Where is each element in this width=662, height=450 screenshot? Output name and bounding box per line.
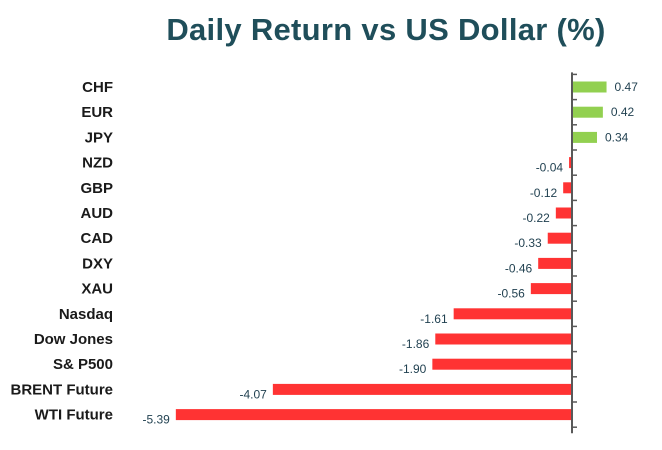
data-label: -0.22: [522, 211, 550, 225]
bar-dow-jones: [435, 333, 572, 345]
data-label: -4.07: [239, 387, 267, 401]
data-label: 0.34: [605, 130, 629, 144]
category-label: DXY: [82, 255, 113, 272]
category-label: EUR: [81, 104, 113, 121]
category-label: Dow Jones: [34, 331, 113, 348]
bar-jpy: [572, 131, 597, 143]
bar-dxy: [538, 257, 572, 269]
data-label: -0.33: [514, 236, 542, 250]
category-label: CAD: [81, 230, 114, 247]
category-label: S& P500: [53, 356, 113, 373]
bar-aud: [555, 207, 572, 219]
bar-nzd: [569, 157, 572, 169]
category-label: CHF: [82, 79, 113, 96]
category-label: BRENT Future: [11, 381, 114, 398]
data-label: -5.39: [142, 413, 170, 427]
bar-wti-future: [175, 409, 572, 421]
bar-s-p500: [432, 358, 572, 370]
bar-brent-future: [272, 383, 572, 395]
data-label: -0.12: [530, 186, 558, 200]
data-label: -1.90: [399, 362, 427, 376]
category-label: WTI Future: [35, 407, 113, 424]
bar-chf: [572, 81, 607, 93]
bar-nasdaq: [453, 308, 572, 320]
data-label: -0.56: [497, 287, 525, 301]
category-label: NZD: [82, 155, 113, 172]
chart-title: Daily Return vs US Dollar (%): [166, 12, 606, 47]
bar-eur: [572, 106, 603, 118]
data-label: -0.04: [536, 161, 564, 175]
category-label: AUD: [81, 205, 114, 222]
bar-gbp: [563, 182, 572, 194]
data-label: -0.46: [505, 261, 533, 275]
bar-xau: [530, 283, 572, 295]
data-label: -1.86: [402, 337, 430, 351]
data-label: 0.47: [615, 80, 639, 94]
category-label: JPY: [85, 129, 113, 146]
data-label: 0.42: [611, 105, 635, 119]
category-label: GBP: [80, 180, 113, 197]
data-label: -1.61: [420, 312, 448, 326]
bar-cad: [547, 232, 572, 244]
category-label: XAU: [81, 281, 113, 298]
category-label: Nasdaq: [59, 306, 113, 323]
